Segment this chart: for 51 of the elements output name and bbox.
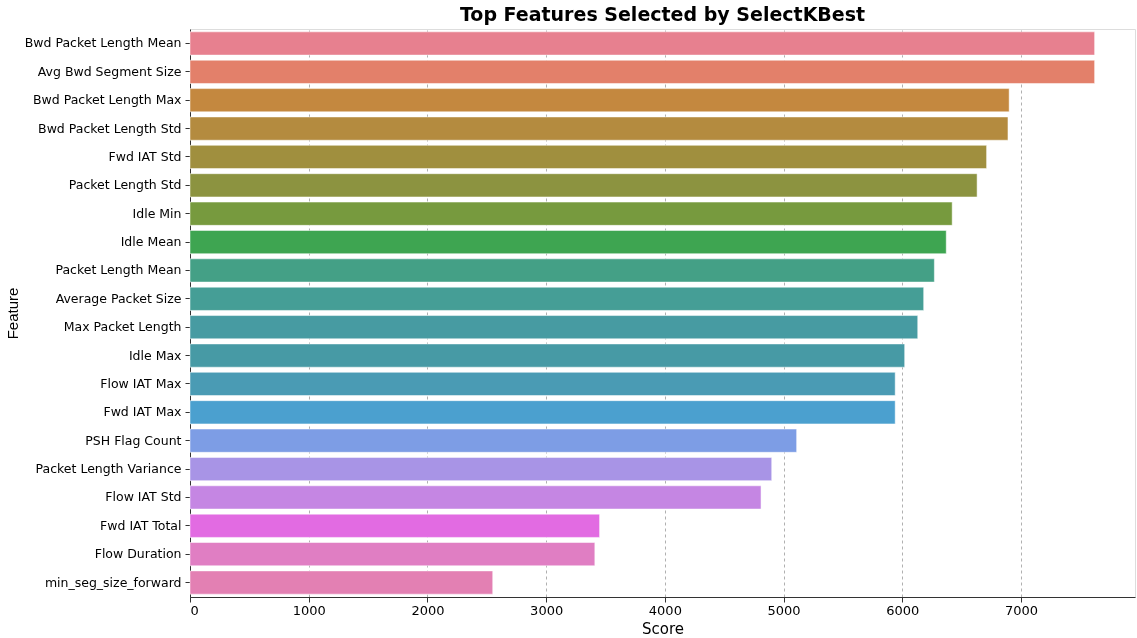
y-tick-label: Packet Length Mean bbox=[55, 262, 182, 278]
bar bbox=[189, 457, 772, 481]
y-tick-label: Flow IAT Std bbox=[105, 489, 182, 505]
bar bbox=[189, 116, 1009, 141]
x-tick-label: 7000 bbox=[1004, 602, 1039, 618]
y-tick-label: Packet Length Std bbox=[68, 177, 182, 193]
bar bbox=[189, 31, 1095, 56]
x-tick-label: 3000 bbox=[530, 602, 564, 618]
y-tick-label: Idle Mean bbox=[120, 234, 182, 250]
y-tick-label: Bwd Packet Length Max bbox=[32, 92, 182, 108]
bar bbox=[189, 400, 896, 425]
bar bbox=[189, 145, 987, 169]
bar bbox=[189, 513, 600, 538]
bar bbox=[189, 315, 918, 340]
y-tick-label: Bwd Packet Length Mean bbox=[24, 35, 182, 51]
bar bbox=[189, 372, 896, 396]
bar bbox=[189, 286, 924, 311]
bar bbox=[189, 173, 978, 198]
y-tick-label: Packet Length Variance bbox=[35, 461, 182, 477]
y-tick-label: Average Packet Size bbox=[55, 290, 182, 306]
chart-title: Top Features Selected by SelectKBest bbox=[459, 3, 866, 25]
bar bbox=[189, 343, 905, 368]
x-axis-title: Score bbox=[641, 619, 685, 638]
bar bbox=[189, 485, 762, 510]
bar bbox=[189, 88, 1010, 113]
x-tick-label: 2000 bbox=[411, 602, 445, 618]
y-axis-title: Feature bbox=[3, 287, 21, 340]
bar bbox=[189, 230, 947, 254]
x-tick-label: 5000 bbox=[767, 602, 801, 618]
y-tick-label: Idle Min bbox=[132, 205, 182, 221]
y-tick-label: Fwd IAT Max bbox=[103, 404, 182, 420]
y-tick-label: Bwd Packet Length Std bbox=[38, 120, 182, 136]
bar bbox=[189, 201, 953, 226]
y-tick-label: Fwd IAT Std bbox=[108, 148, 182, 164]
y-tick-label: Max Packet Length bbox=[63, 319, 182, 335]
y-tick-label: Avg Bwd Segment Size bbox=[37, 63, 182, 79]
bar bbox=[189, 542, 596, 567]
bar bbox=[189, 570, 493, 595]
x-tick-label: 6000 bbox=[886, 602, 920, 618]
bar bbox=[189, 258, 935, 283]
x-tick-label: 4000 bbox=[648, 602, 682, 618]
y-tick-label: Flow IAT Max bbox=[100, 375, 182, 391]
y-tick-label: Flow Duration bbox=[94, 546, 182, 562]
y-tick-label: Idle Max bbox=[128, 347, 182, 363]
y-tick-label: Fwd IAT Total bbox=[100, 517, 182, 533]
x-tick-label: 0 bbox=[190, 602, 199, 618]
y-tick-label: PSH Flag Count bbox=[85, 432, 182, 448]
y-tick-label: min_seg_size_forward bbox=[44, 574, 182, 590]
x-tick-label: 1000 bbox=[292, 602, 326, 618]
bar bbox=[189, 59, 1095, 84]
bar bbox=[189, 428, 797, 453]
